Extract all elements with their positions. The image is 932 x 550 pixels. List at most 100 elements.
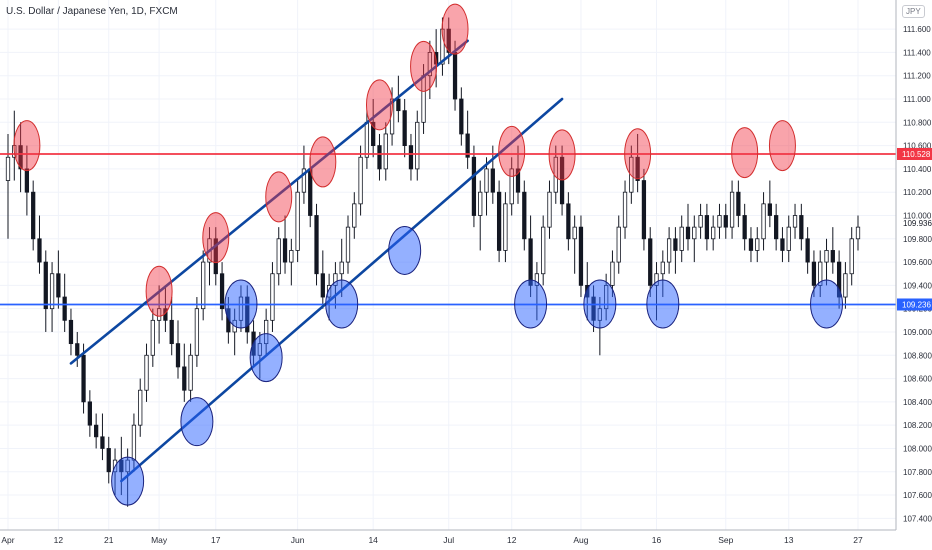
support-marker [224, 279, 258, 329]
candle-body [522, 191, 527, 240]
last-price-label: 109.936 [903, 219, 932, 228]
candle-body [717, 215, 722, 228]
candle-body [371, 121, 376, 147]
candle-body [774, 215, 779, 240]
resistance-marker [548, 129, 576, 181]
resistance-marker [145, 265, 173, 317]
candle-body [295, 191, 300, 251]
candle-body [31, 191, 36, 240]
y-tick-label: 108.600 [903, 375, 932, 384]
candle-body [5, 156, 11, 181]
candle-body [509, 168, 514, 205]
candle-body [503, 203, 508, 251]
candle-body [660, 261, 665, 275]
candle-body [276, 238, 281, 275]
x-tick-label: Apr [1, 535, 14, 545]
candle-body [408, 145, 414, 170]
resistance-tag-label: 110.528 [902, 150, 931, 159]
candle-body [673, 238, 678, 251]
currency-badge[interactable]: JPY [902, 5, 925, 18]
candle-body [320, 273, 325, 298]
candle-body [780, 238, 785, 251]
resistance-marker [309, 136, 337, 188]
x-tick-label: 16 [652, 535, 662, 545]
x-tick-label: 14 [368, 535, 378, 545]
y-tick-label: 110.600 [903, 142, 932, 151]
resistance-tag [897, 147, 932, 160]
candle-body [446, 28, 451, 53]
candle-body [345, 226, 351, 263]
candle-body [106, 448, 111, 473]
support-marker [646, 279, 680, 329]
chart-title: U.S. Dollar / Japanese Yen, 1D, FXCM [6, 6, 178, 17]
support-marker [249, 333, 283, 383]
candle-body [188, 354, 193, 391]
candle-body [219, 273, 225, 310]
x-tick-label: 21 [104, 535, 114, 545]
candle-body [194, 308, 200, 356]
candle-body [711, 226, 716, 240]
candle-body [547, 191, 552, 228]
x-tick-label: 12 [54, 535, 64, 545]
support-marker [810, 279, 844, 329]
candle-body [685, 226, 691, 240]
x-tick-label: Aug [573, 535, 588, 545]
candle-body [792, 215, 798, 228]
candle-body [742, 215, 747, 240]
y-tick-label: 108.800 [903, 351, 932, 360]
y-tick-label: 108.200 [903, 421, 932, 430]
y-tick-label: 108.400 [903, 398, 932, 407]
candle-body [811, 261, 817, 286]
candle-body [528, 238, 533, 286]
resistance-marker [498, 125, 526, 177]
candle-body [289, 250, 294, 263]
candle-body [358, 156, 363, 205]
candle-body [799, 215, 804, 240]
y-tick-label: 111.000 [903, 95, 931, 104]
y-tick-label: 109.000 [903, 328, 932, 337]
resistance-marker [202, 212, 230, 264]
candle-body [402, 110, 407, 147]
trend-line [69, 39, 469, 365]
support-marker [180, 397, 214, 447]
x-tick-label: Jun [291, 535, 305, 545]
candle-body [144, 354, 149, 391]
y-tick-label: 110.000 [903, 211, 932, 220]
candle-body [24, 168, 30, 193]
candle-body [175, 343, 181, 368]
x-tick-label: Jul [443, 535, 454, 545]
x-tick-label: Sep [718, 535, 733, 545]
candle-body [559, 156, 565, 205]
candle-body [100, 436, 105, 449]
y-tick-label: 110.400 [903, 165, 932, 174]
candle-body [616, 226, 621, 263]
candle-body [465, 133, 470, 158]
candle-body [610, 261, 615, 286]
y-tick-label: 109.600 [903, 258, 932, 267]
candle-body [490, 168, 495, 193]
candle-body [364, 121, 370, 158]
candle-body [18, 145, 23, 170]
resistance-marker [624, 128, 652, 180]
candle-body [339, 261, 344, 275]
candle-body [150, 319, 155, 356]
resistance-marker [265, 171, 293, 223]
support-tag-label: 109.236 [902, 300, 931, 309]
candle-body [213, 238, 218, 275]
candle-body [352, 203, 357, 228]
y-tick-label: 108.000 [903, 444, 932, 453]
candle-body [37, 238, 42, 263]
candle-body [855, 226, 861, 240]
candle-body [94, 424, 99, 438]
candle-body [169, 319, 174, 345]
candle-body [68, 319, 74, 345]
candle-body [459, 98, 464, 135]
support-marker [325, 279, 359, 329]
x-tick-label: 27 [853, 535, 863, 545]
candle-body [748, 238, 754, 251]
candle-body [270, 273, 275, 321]
candle-body [43, 261, 48, 310]
candle-body [761, 203, 766, 240]
